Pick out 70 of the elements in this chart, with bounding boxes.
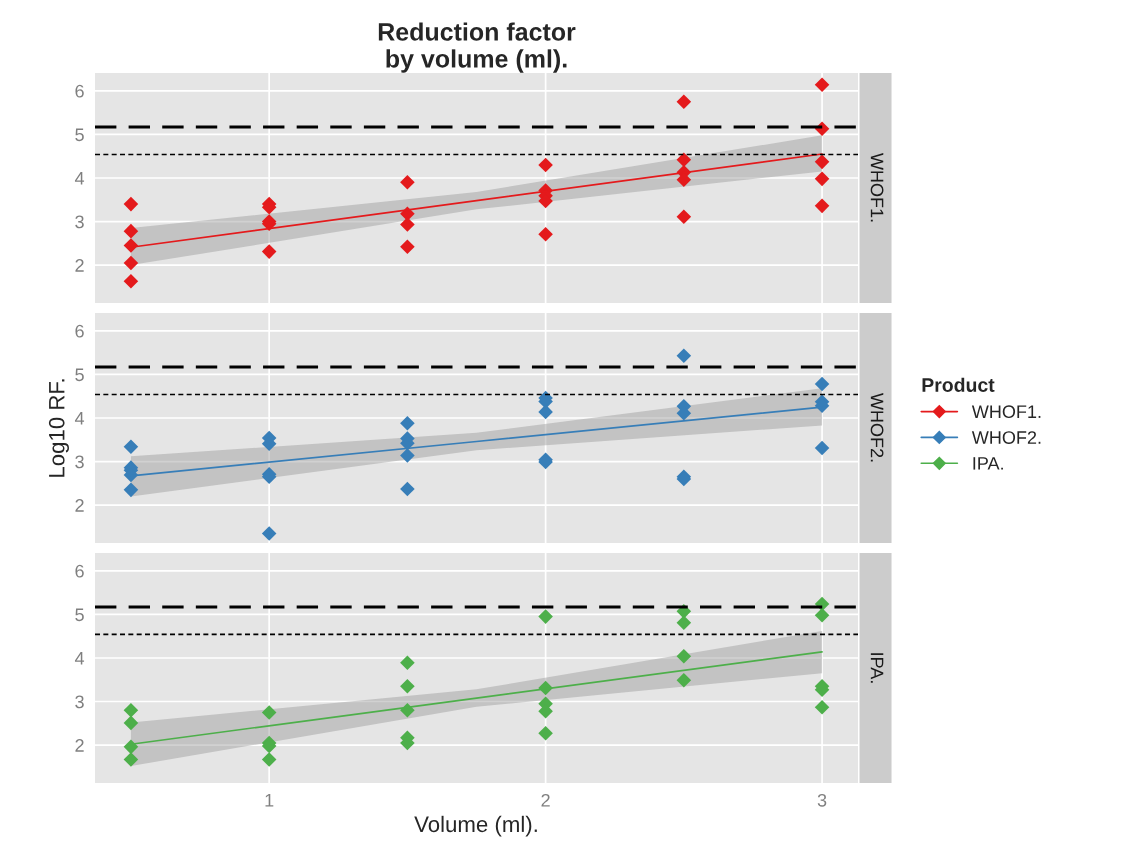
point xyxy=(123,223,139,239)
point xyxy=(123,273,139,289)
point xyxy=(123,439,139,455)
legend-label: WHOF2. xyxy=(971,431,1041,444)
point xyxy=(676,672,692,688)
y-tick-label: 6 xyxy=(75,84,84,98)
text: WHOF1. xyxy=(870,152,884,222)
point xyxy=(814,171,830,187)
legend-label: IPA. xyxy=(973,457,1003,470)
y-tick-label: 6 xyxy=(75,324,84,338)
point xyxy=(123,702,139,718)
y-tick-label: 3 xyxy=(75,455,84,469)
y-tick-label: 3 xyxy=(75,215,84,229)
point xyxy=(538,226,553,242)
y-tick-label: 4 xyxy=(74,652,85,665)
point xyxy=(400,481,415,497)
chart-title: Reduction factor by volume (ml). xyxy=(378,22,576,73)
y-tick-label: 5 xyxy=(75,608,84,622)
point xyxy=(814,699,830,715)
y-tick-label: 5 xyxy=(75,128,84,142)
point xyxy=(400,217,415,232)
point xyxy=(123,482,139,498)
point xyxy=(261,244,277,259)
point xyxy=(676,209,692,225)
point xyxy=(538,726,553,741)
point xyxy=(261,705,277,720)
y-tick-label: 3 xyxy=(75,695,84,709)
point xyxy=(814,77,830,93)
y-tick-label: 5 xyxy=(75,368,84,382)
point xyxy=(123,739,139,755)
y-tick-label: 4 xyxy=(74,172,85,185)
point xyxy=(814,154,830,170)
y-tick-label: 4 xyxy=(74,412,85,425)
point xyxy=(538,404,553,420)
legend-title: Product xyxy=(922,377,995,392)
legend-label: WHOF1. xyxy=(971,405,1041,419)
y-tick-label: 2 xyxy=(75,499,84,512)
x-tick-label: 2 xyxy=(541,793,550,807)
y-tick-label: 6 xyxy=(75,564,84,578)
x-tick-label: 1 xyxy=(265,794,274,807)
point xyxy=(814,198,830,214)
point xyxy=(123,196,139,212)
point xyxy=(538,157,553,173)
point xyxy=(400,655,415,671)
y-tick-label: 2 xyxy=(75,259,84,272)
point xyxy=(261,752,277,767)
text: WHOF2. xyxy=(870,392,884,462)
point xyxy=(400,415,415,431)
text: IPA. xyxy=(870,653,884,683)
point xyxy=(676,615,692,630)
x-axis-title: Volume (ml). xyxy=(414,815,537,837)
point xyxy=(400,679,415,694)
point xyxy=(400,448,415,463)
point xyxy=(123,752,139,767)
y-tick-label: 2 xyxy=(75,739,84,752)
point xyxy=(123,715,139,731)
point xyxy=(676,94,692,110)
point xyxy=(538,609,553,624)
point xyxy=(261,526,277,541)
point xyxy=(400,239,415,255)
point xyxy=(814,376,830,392)
point xyxy=(676,152,692,167)
point xyxy=(676,648,692,664)
y-axis-title: Log10 RF. xyxy=(48,379,69,477)
point xyxy=(400,175,415,190)
point xyxy=(676,348,692,363)
point xyxy=(814,440,830,456)
point xyxy=(123,255,139,271)
point xyxy=(814,608,830,623)
x-tick-label: 3 xyxy=(817,793,827,807)
